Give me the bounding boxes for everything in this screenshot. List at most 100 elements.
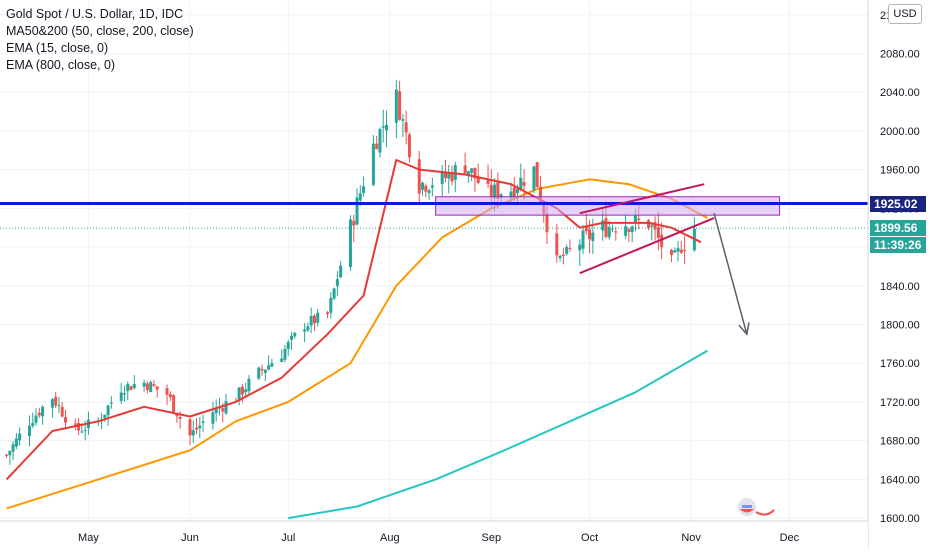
candle-body (522, 182, 526, 186)
candle-body (627, 229, 631, 233)
candle-body (473, 167, 477, 179)
time-tick-label: Jun (181, 532, 199, 544)
candle-body (398, 91, 402, 120)
candle-body (378, 129, 382, 153)
candle-body (633, 215, 637, 223)
candle-body (126, 383, 130, 392)
candle-body (293, 332, 297, 337)
candle-body (512, 187, 516, 197)
candle-body (679, 249, 683, 253)
candle-body (624, 226, 628, 236)
time-tick-label: Aug (380, 532, 400, 544)
level-price-tag: 1925.02 (870, 195, 926, 212)
candle-body (358, 193, 362, 201)
candle-body (263, 369, 267, 373)
ma50-line (6, 178, 708, 510)
candle-body (191, 430, 195, 436)
candle-body (211, 412, 215, 424)
candle-body (581, 230, 585, 249)
candle-body (286, 342, 290, 349)
time-tick-label: Sep (482, 532, 502, 544)
candle-body (516, 188, 520, 193)
tradingview-logo-icon (738, 498, 775, 516)
candle-body (447, 172, 451, 179)
candle-body (129, 386, 133, 390)
candle-body (188, 419, 192, 436)
candle-body (201, 421, 205, 423)
candle-body (31, 422, 35, 426)
candle-body (453, 165, 457, 180)
candle-body (683, 249, 687, 251)
last-price-tag: 1899.56 (870, 220, 926, 237)
ema15-indicator-label[interactable]: EMA (15, close, 0) (6, 41, 109, 55)
candle-body (106, 405, 110, 416)
currency-badge[interactable]: USD (888, 4, 922, 24)
candle-body (450, 172, 454, 182)
ema15-line (5, 159, 702, 481)
candle-body (80, 431, 84, 433)
candle-body (142, 382, 146, 387)
price-tick-label: 1640.00 (880, 474, 920, 486)
candle-body (335, 279, 339, 287)
candle-body (519, 177, 523, 190)
time-tick-label: Jul (281, 532, 295, 544)
symbol-title[interactable]: Gold Spot / U.S. Dollar, 1D, IDC (6, 7, 184, 21)
candle-body (198, 425, 202, 429)
candle-body (155, 386, 159, 390)
candle-body (656, 227, 660, 238)
candle-body (561, 254, 565, 256)
candle-body (290, 335, 294, 340)
candle-body (669, 249, 673, 256)
candle-body (34, 415, 38, 423)
candle-body (601, 220, 605, 231)
candle-body (27, 425, 31, 436)
candle-body (404, 122, 408, 133)
time-tick-label: Dec (780, 532, 800, 544)
candle-body (578, 244, 582, 251)
candle-body (607, 226, 611, 238)
candle-body (611, 228, 615, 230)
candle-body (73, 423, 77, 425)
ma200-layer (288, 349, 709, 520)
candle-body (407, 134, 411, 158)
price-tick-label: 1840.00 (880, 281, 920, 293)
candle-body (77, 422, 81, 431)
candle-body (653, 222, 657, 230)
candle-body (538, 186, 542, 202)
candle-body (195, 427, 199, 430)
price-tick-label: 2000.00 (880, 126, 920, 138)
projection-arrow-head (738, 322, 750, 336)
candle-body (535, 162, 539, 188)
candle-body (11, 444, 15, 452)
candle-body (568, 248, 572, 250)
price-axis-bg (868, 0, 932, 550)
candle-body (326, 312, 330, 315)
candle-body (371, 143, 375, 185)
candle-body (267, 365, 271, 370)
candle-body (362, 186, 366, 194)
candle-body (673, 250, 677, 253)
candle-body (257, 367, 261, 379)
candle-body (172, 395, 176, 412)
candle-body (8, 451, 12, 456)
ma-indicator-label[interactable]: MA50&200 (50, close, 200, close) (6, 24, 194, 38)
annotations-layer (0, 183, 868, 336)
wedge-lower-line (579, 217, 715, 275)
price-tick-label: 2080.00 (880, 48, 920, 60)
candle-body (214, 407, 218, 414)
price-tick-label: 2040.00 (880, 87, 920, 99)
candle-body (316, 312, 320, 323)
ema800-indicator-label[interactable]: EMA (800, close, 0) (6, 58, 116, 72)
candle-body (650, 225, 654, 227)
candle-body (440, 171, 444, 184)
candle-body (14, 438, 18, 447)
candle-body (489, 184, 493, 198)
candle-body (244, 389, 248, 393)
candle-body (119, 392, 123, 401)
candle-body (486, 180, 490, 184)
candle-body (329, 297, 333, 313)
candle-body (421, 182, 425, 190)
candle-body (41, 406, 45, 417)
